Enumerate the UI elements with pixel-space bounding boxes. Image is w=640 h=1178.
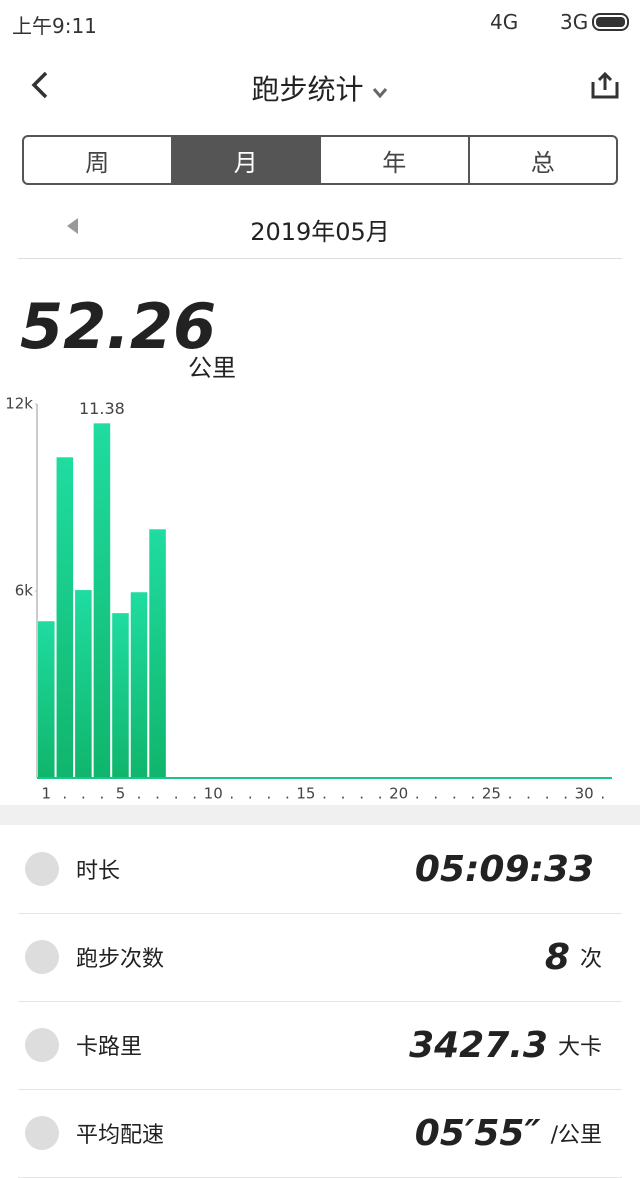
total-value: 52.26 [20,290,217,363]
x-tick-label: . [526,785,531,803]
bar [75,590,92,778]
divider [18,258,622,259]
x-tick-label: . [341,785,346,803]
separator [0,805,640,825]
bar [112,613,129,778]
icon-circle [25,852,59,886]
x-tick-label: . [415,785,420,803]
stat-value: 8 [544,936,570,978]
tab[interactable]: 年 [319,137,468,183]
stat-icon [25,1028,59,1062]
x-tick-label: . [266,785,271,803]
bar [56,457,74,778]
icon-circle [25,1116,59,1150]
stat-label: 卡路里 [76,1035,143,1060]
bar [149,529,166,778]
icon-circle [25,1028,59,1062]
data-label: 11.38 [79,399,125,418]
x-tick-label: . [563,785,568,803]
back-button[interactable] [28,70,52,100]
x-tick-label: 5 [116,785,126,803]
x-tick-label: . [62,785,67,803]
tabs: 周 月年总 [22,135,618,185]
x-tick-label: 15 [296,785,315,803]
x-tick-label: . [174,785,179,803]
tab[interactable]: 月 [170,137,319,183]
stat-label: 平均配速 [76,1123,165,1148]
x-tick-label: . [285,785,290,803]
x-tick-label: . [322,785,327,803]
title-text: 跑步统计 [251,73,364,106]
period: 2019年05月 [250,218,390,246]
stat-unit: 次 [579,947,602,972]
x-tick-label: 1 [42,785,52,803]
x-tick-label: . [452,785,457,803]
tab[interactable]: 总 [467,137,617,183]
bar [93,423,111,778]
y-tick-label: 6k [15,582,34,600]
clock: 上午9:11 [12,14,97,38]
title[interactable]: 跑步统计 [0,68,640,108]
x-tick-label: . [248,785,253,803]
x-tick-label: . [433,785,438,803]
x-tick-label: 30 [575,785,594,803]
stat-unit: /公里 [550,1123,602,1148]
dropdown-icon [373,88,388,99]
bar [38,621,55,778]
stat-unit: 大卡 [557,1035,602,1060]
x-tick-label: . [508,785,513,803]
bar [130,592,148,778]
y-tick-label: 12k [5,395,33,413]
stat-label: 时长 [76,859,121,884]
status-bar: 上午9:11 4G 3G [0,0,640,45]
stat-label: 跑步次数 [76,947,165,972]
stat-row: 平均配速 05′55″ /公里 [18,1089,622,1178]
x-tick-label: . [81,785,86,803]
x-tick-label: . [545,785,550,803]
stat-row: 跑步次数 8 次 [18,913,622,1002]
tab[interactable]: 周 [85,148,110,177]
share-button[interactable] [590,70,620,100]
x-tick-label: . [137,785,142,803]
battery [592,13,629,31]
x-tick-label: 20 [389,785,408,803]
x-tick-label: . [470,785,475,803]
prev-button[interactable] [64,216,80,236]
x-tick-label: . [378,785,383,803]
stat-value: 05:09:33 [414,848,594,890]
stat-icon [25,940,59,974]
stat-value: 05′55″ [414,1112,541,1154]
stat-row: 时长 05:09:33 [18,825,622,914]
x-tick-label: . [192,785,197,803]
x-tick-label: . [155,785,160,803]
chart: 6k 12k 1.. . 11.38 5.... 10.... 15.... 20.... 25.… [5,395,612,803]
stat-value: 3427.3 [409,1024,548,1066]
stat-icon [25,1116,59,1150]
stat-icon [25,852,59,886]
x-tick-label: 25 [482,785,501,803]
icon-circle [25,940,59,974]
x-tick-label: . [229,785,234,803]
stat-row: 卡路里 3427.3 大卡 [18,1001,622,1090]
x-tick-label: . [100,785,105,803]
x-tick-label: . [359,785,364,803]
x-tick-label: . [600,785,605,803]
network: 3G [560,10,589,34]
x-tick-label: 10 [204,785,223,803]
network: 4G [490,10,519,34]
total-unit: 公里 [188,354,236,382]
